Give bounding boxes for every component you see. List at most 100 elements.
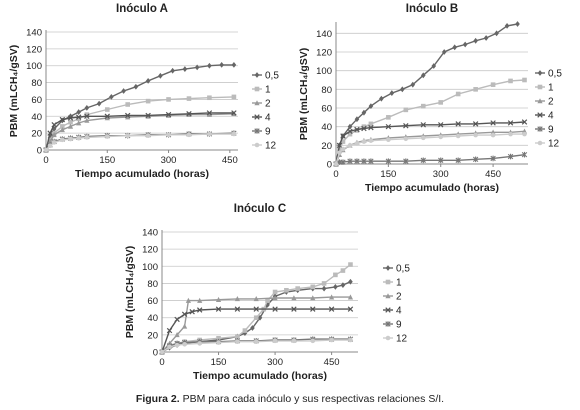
data-point	[333, 283, 338, 290]
legend-entry: 4	[252, 113, 271, 124]
data-point	[272, 289, 278, 295]
legend-entry: 2	[383, 292, 402, 303]
legend-entry: 2	[252, 99, 271, 110]
data-point	[59, 116, 66, 123]
data-point	[60, 124, 65, 129]
data-point	[354, 158, 360, 164]
legend-entry: 4	[383, 306, 402, 317]
x-axis-label: Tiempo acumulado (horas)	[193, 370, 327, 382]
figure-caption: Figura 2. PBM para cada inóculo y sus re…	[0, 393, 580, 405]
data-point	[420, 72, 426, 79]
x-tick-label: 150	[99, 155, 115, 166]
legend-label: 0,5	[396, 264, 410, 275]
legend-label: 4	[396, 306, 402, 317]
data-point	[472, 156, 479, 163]
data-point	[257, 314, 263, 321]
data-point	[354, 126, 360, 133]
data-point	[403, 158, 409, 164]
data-point	[385, 123, 392, 130]
data-point	[337, 147, 342, 153]
data-point	[96, 100, 102, 107]
legend-entry: 12	[383, 334, 408, 345]
data-point	[272, 338, 278, 344]
legend-marker	[254, 72, 260, 78]
data-point	[219, 61, 224, 68]
x-tick-label: 150	[380, 169, 396, 180]
data-point	[490, 155, 496, 162]
data-point	[145, 133, 151, 138]
data-point	[452, 44, 457, 51]
data-point	[170, 67, 175, 74]
data-point	[207, 62, 212, 69]
data-point	[84, 104, 90, 111]
data-point	[59, 126, 65, 133]
y-axis-label: PBM (mLCH₄/gSV)	[298, 48, 310, 141]
data-point	[215, 306, 222, 312]
data-point	[133, 83, 139, 90]
data-point	[231, 131, 237, 137]
data-point	[348, 337, 353, 343]
data-point	[438, 122, 444, 128]
y-tick-label: 140	[26, 28, 42, 39]
series-3	[159, 294, 354, 355]
series-2	[43, 94, 237, 153]
data-point	[43, 147, 49, 153]
data-point	[410, 81, 416, 88]
data-point	[215, 296, 222, 303]
data-point	[84, 117, 90, 123]
caption-label: Figura 2.	[135, 393, 180, 405]
data-point	[51, 140, 57, 145]
data-point	[368, 158, 374, 164]
y-tick-label: 120	[316, 48, 332, 59]
data-point	[337, 150, 342, 156]
y-tick-label: 120	[26, 44, 42, 55]
data-point	[347, 306, 354, 312]
data-point	[340, 146, 346, 152]
data-point	[295, 286, 300, 291]
series-6	[333, 131, 527, 167]
data-point	[182, 341, 187, 347]
data-point	[348, 262, 353, 267]
legend-label: 12	[396, 334, 408, 345]
series-6	[159, 337, 353, 355]
data-point	[333, 272, 338, 278]
y-tick-label: 80	[321, 85, 332, 96]
x-tick-label: 300	[161, 155, 177, 166]
data-point	[68, 119, 73, 125]
data-point	[348, 278, 353, 285]
y-tick-label: 80	[147, 279, 158, 290]
x-tick-label: 0	[43, 155, 48, 166]
data-point	[207, 95, 212, 101]
data-point	[234, 306, 241, 312]
data-point	[438, 100, 444, 105]
data-point	[340, 268, 346, 273]
data-point	[354, 141, 360, 146]
data-point	[182, 323, 188, 329]
data-point	[472, 121, 479, 127]
x-tick-label: 0	[159, 357, 164, 368]
data-point	[441, 49, 447, 55]
data-point	[368, 121, 374, 127]
data-point	[181, 311, 188, 318]
data-point	[158, 72, 163, 79]
data-point	[329, 337, 334, 343]
y-tick-label: 60	[31, 95, 42, 106]
data-point	[521, 151, 528, 158]
data-point	[368, 124, 374, 131]
legend-marker	[537, 70, 543, 76]
data-point	[51, 126, 57, 132]
legend-entry: 9	[383, 320, 402, 331]
chart-title: Inóculo B	[406, 3, 458, 15]
data-point	[253, 306, 259, 312]
data-point	[206, 111, 213, 117]
legend-marker	[537, 98, 543, 104]
data-point	[253, 296, 259, 302]
data-point	[174, 332, 180, 338]
data-point	[361, 125, 367, 132]
data-point	[186, 111, 192, 117]
legend-entry: 0,5	[535, 69, 562, 80]
legend-marker	[254, 100, 260, 106]
data-point	[67, 115, 74, 121]
legend-label: 12	[265, 141, 277, 152]
data-point	[507, 153, 514, 160]
